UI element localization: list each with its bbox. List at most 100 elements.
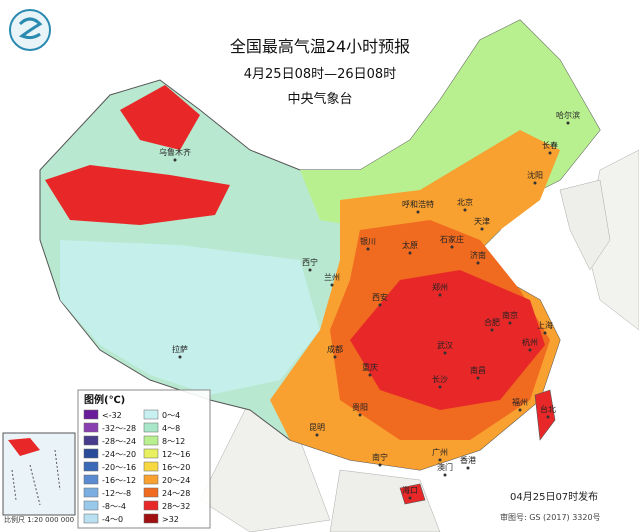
legend-label: >32 [162, 515, 179, 524]
legend-label: <-32 [102, 411, 122, 420]
legend-label: -24～-20 [102, 450, 136, 459]
city-dot [463, 208, 467, 212]
legend-swatch [143, 474, 159, 485]
legend-label: 24～28 [162, 489, 190, 498]
city-dot [315, 433, 319, 437]
legend-label: 8～12 [162, 437, 185, 446]
city-dot [330, 283, 334, 287]
legend-swatch [83, 422, 99, 433]
city-label: 长春 [542, 140, 558, 150]
legend-label: -12～-8 [102, 489, 131, 498]
city-label: 贵阳 [352, 402, 368, 412]
legend-label: 20～24 [162, 476, 190, 485]
legend-label: -16～-12 [102, 476, 136, 485]
city-dot [366, 247, 370, 251]
city-dot [508, 321, 512, 325]
city-dot [378, 303, 382, 307]
scale: 比例尺 1:20 000 000 [4, 515, 74, 524]
city-dot [438, 458, 442, 462]
city-dot [518, 408, 522, 412]
city-label: 银川 [360, 236, 376, 246]
legend-title: 图例(℃) [84, 393, 125, 406]
agency: 中央气象台 [287, 91, 352, 107]
city-dot [533, 181, 537, 185]
city-dot [333, 355, 337, 359]
city-label: 南宁 [372, 452, 388, 462]
legend-label: -20～-16 [102, 463, 136, 472]
legend-swatch [83, 461, 99, 472]
city-label: 济南 [470, 250, 486, 260]
city-dot [480, 227, 484, 231]
city-label: 台北 [540, 404, 556, 414]
city-dot [368, 373, 372, 377]
city-label: 香港 [460, 455, 476, 465]
legend: <-32 -32～-28 -28～-24 -24～-20 -20～-16 -16～-12 -… [83, 409, 190, 524]
legend-swatch [83, 474, 99, 485]
city-label: 重庆 [362, 362, 378, 372]
legend-swatch [143, 448, 159, 459]
city-dot [173, 158, 177, 162]
city-dot [450, 245, 454, 249]
legend-label: -32～-28 [102, 424, 136, 433]
city-label: 南京 [502, 310, 518, 320]
city-label: 成都 [327, 344, 343, 354]
legend-swatch [143, 435, 159, 446]
legend-swatch [83, 487, 99, 498]
city-dot [408, 496, 412, 500]
city-label: 哈尔滨 [556, 110, 580, 120]
legend-label: 28～32 [162, 502, 190, 511]
city-dot [548, 151, 552, 155]
legend-swatch [143, 409, 159, 420]
city-label: 兰州 [324, 272, 340, 282]
city-label: 拉萨 [172, 344, 188, 354]
legend-label: -8～-4 [102, 502, 126, 511]
city-dot [358, 413, 362, 417]
city-label: 福州 [512, 398, 528, 407]
city-label: 上海 [537, 320, 553, 330]
city-dot [476, 261, 480, 265]
release-time: 04月25日07时发布 [510, 490, 598, 503]
city-dot [528, 348, 532, 352]
legend-swatch [143, 513, 159, 524]
city-label: 昆明 [309, 423, 325, 432]
city-label: 乌鲁木齐 [159, 147, 191, 157]
city-dot [438, 293, 442, 297]
legend-swatch [143, 422, 159, 433]
city-dot [476, 376, 480, 380]
city-label: 广州 [432, 447, 448, 457]
city-label: 澳门 [437, 462, 453, 472]
south-sea-inset [2, 432, 76, 516]
city-dot [543, 331, 547, 335]
legend-label: 4～8 [162, 424, 180, 433]
city-dot [546, 415, 550, 419]
city-dot [378, 463, 382, 467]
legend-swatch [143, 500, 159, 511]
legend-swatch [83, 448, 99, 459]
city-label: 武汉 [437, 340, 453, 350]
legend-label: -4～0 [102, 515, 123, 524]
city-dot [443, 351, 447, 355]
legend-label: 0～4 [162, 411, 180, 420]
city-dot [438, 385, 442, 389]
city-label: 杭州 [522, 337, 538, 347]
city-label: 北京 [457, 197, 473, 207]
city-dot [490, 328, 494, 332]
city-label: 石家庄 [440, 234, 464, 244]
city-label: 呼和浩特 [402, 199, 434, 209]
legend-swatch [143, 487, 159, 498]
city-label: 西宁 [302, 257, 318, 267]
city-dot [416, 210, 420, 214]
legend-swatch [143, 461, 159, 472]
title: 全国最高气温24小时预报 [230, 37, 410, 56]
city-dot [443, 473, 447, 477]
legend-label: 12～16 [162, 450, 190, 459]
emblem [9, 9, 51, 51]
legend-swatch [83, 435, 99, 446]
city-label: 西安 [372, 292, 388, 302]
city-label: 太原 [402, 240, 418, 250]
legend-swatch [83, 513, 99, 524]
city-dot [466, 466, 470, 470]
period: 4月25日08时—26日08时 [244, 67, 396, 82]
